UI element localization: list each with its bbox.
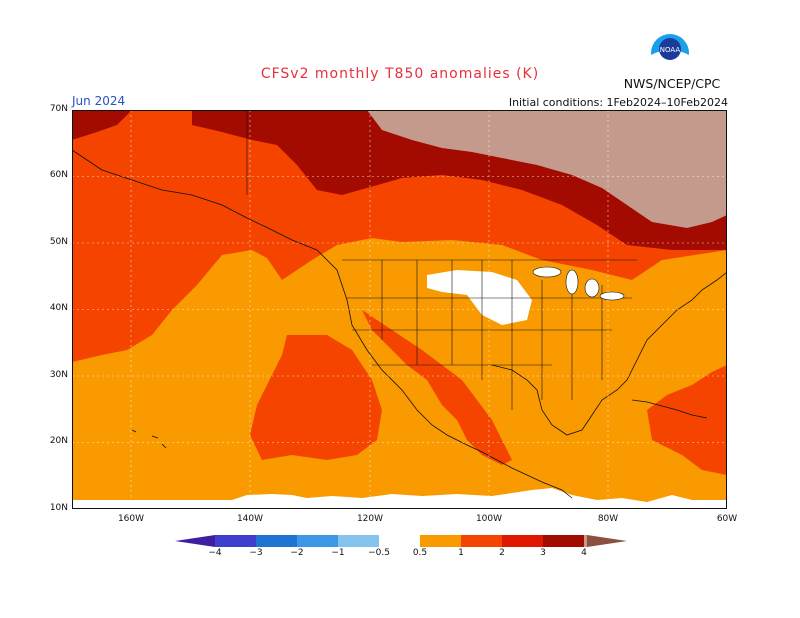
colorbar-swatch [420, 535, 461, 547]
chart-title: CFSv2 monthly T850 anomalies (K) [260, 66, 540, 82]
colorbar-swatch [461, 535, 502, 547]
colorbar-label: 3 [540, 548, 546, 558]
colorbar [175, 535, 627, 547]
colorbar-swatch [379, 535, 420, 547]
anomaly-region-tan [367, 110, 727, 228]
colorbar-label: 1 [458, 548, 464, 558]
lat-label-60n: 60N [49, 170, 68, 180]
lat-label-50n: 50N [49, 237, 68, 247]
anomaly-region-caribbean [647, 365, 727, 475]
anomaly-region-mexico [362, 310, 512, 465]
colorbar-arrow-right [587, 535, 627, 547]
colorbar-swatch [584, 535, 587, 547]
lat-label-40n: 40N [49, 303, 68, 313]
great-lakes [532, 266, 625, 301]
colorbar-label: 4 [581, 548, 587, 558]
colorbar-swatch [338, 535, 379, 547]
lat-label-70n: 70N [49, 104, 68, 114]
coastlines [72, 149, 727, 499]
colorbar-swatch [256, 535, 297, 547]
colorbar-label: −1 [331, 548, 345, 558]
map-frame [72, 110, 727, 509]
colorbar-arrow-left [175, 535, 215, 547]
colorbar-label: −0.5 [368, 548, 390, 558]
anomaly-region-white-south [72, 488, 727, 509]
grid-lines [72, 110, 727, 509]
colorbar-swatch [543, 535, 584, 547]
colorbar-label: 0.5 [412, 548, 428, 558]
lat-label-30n: 30N [49, 370, 68, 380]
lat-label-10n: 10N [49, 503, 68, 513]
anomaly-region-alaska [72, 110, 132, 140]
colorbar-label: −2 [290, 548, 304, 558]
initial-conditions: Initial conditions: 1Feb2024–10Feb2024 [508, 96, 728, 109]
lon-label-60w: 60W [716, 514, 738, 524]
lon-label-120w: 120W [356, 514, 384, 524]
colorbar-label: 2 [499, 548, 505, 558]
colorbar-swatch [297, 535, 338, 547]
noaa-logo-text: NOAA [660, 46, 681, 54]
agency-label: NWS/NCEP/CPC [623, 76, 721, 91]
anomaly-region-white [427, 270, 532, 325]
lat-label-20n: 20N [49, 436, 68, 446]
colorbar-label: −4 [208, 548, 222, 558]
lon-label-100w: 100W [475, 514, 503, 524]
colorbar-swatch [215, 535, 256, 547]
noaa-logo: NOAA [651, 34, 689, 73]
lon-label-140w: 140W [236, 514, 264, 524]
valid-month: Jun 2024 [72, 94, 126, 108]
anomaly-region-pacific [250, 335, 382, 460]
anomaly-map [72, 110, 727, 509]
lon-label-80w: 80W [597, 514, 619, 524]
political-borders [246, 110, 637, 410]
colorbar-swatch [502, 535, 543, 547]
lon-label-160w: 160W [117, 514, 145, 524]
colorbar-label: −3 [249, 548, 263, 558]
